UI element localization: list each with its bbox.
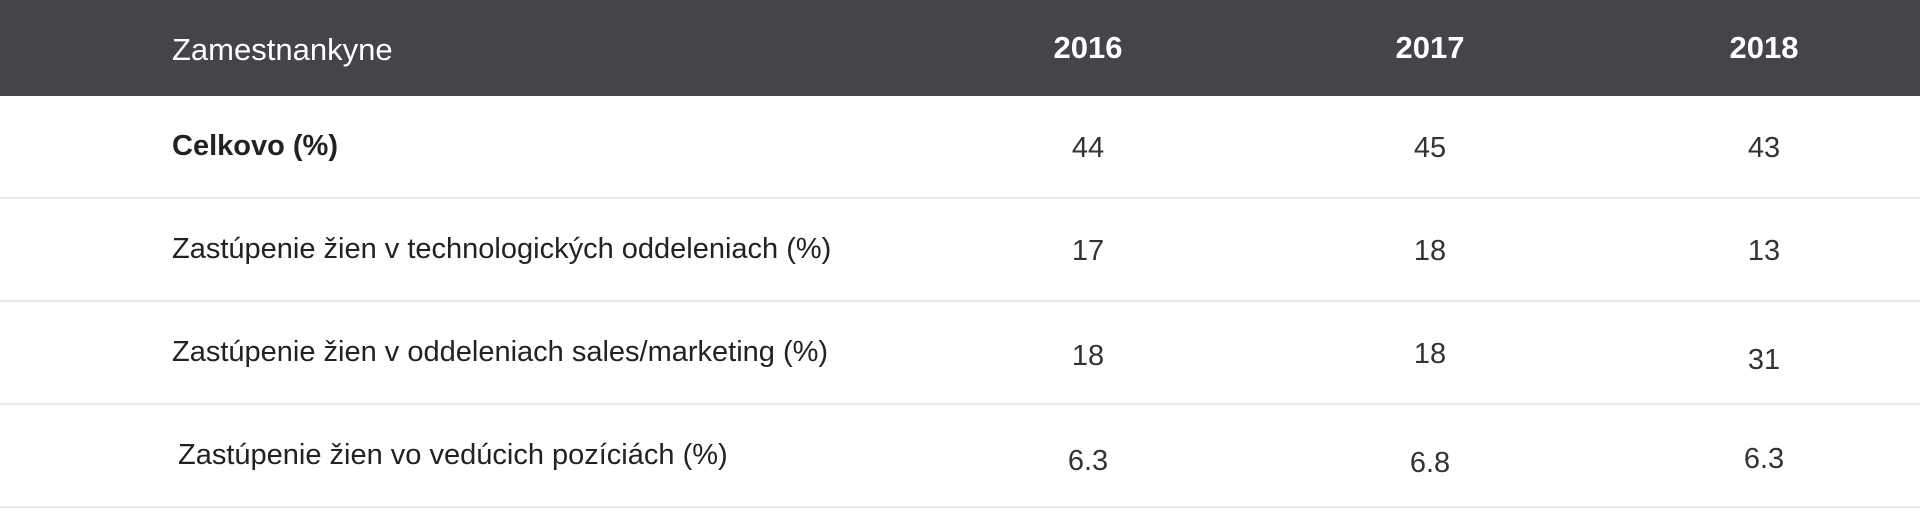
header-year-2018: 2018	[1729, 30, 1799, 65]
row-label-sales-marketing: Zastúpenie žien v oddeleniach sales/mark…	[172, 336, 829, 368]
row-value-2017: 6.8	[1409, 447, 1451, 479]
row-value-2016: 44	[1071, 132, 1105, 164]
row-value-2017: 18	[1413, 235, 1447, 267]
row-value-2018: 31	[1747, 344, 1781, 376]
table-row: Zastúpenie žien vo vedúcich pozíciách (%…	[0, 405, 1920, 508]
table-row: Zastúpenie žien v technologických oddele…	[0, 199, 1920, 302]
table-row: Zastúpenie žien v oddeleniach sales/mark…	[0, 302, 1920, 405]
row-value-2016: 17	[1071, 235, 1105, 267]
header-year-2016: 2016	[1053, 30, 1123, 65]
row-value-2018: 43	[1747, 132, 1781, 164]
row-value-2017: 18	[1413, 338, 1447, 370]
row-value-2018: 13	[1747, 235, 1781, 267]
row-label-tech: Zastúpenie žien v technologických oddele…	[172, 233, 832, 265]
row-value-2016: 6.3	[1067, 445, 1109, 477]
header-label: Zamestnankyne	[172, 32, 393, 67]
row-value-2018: 6.3	[1743, 443, 1785, 475]
table-header: Zamestnankyne 2016 2017 2018	[0, 0, 1920, 96]
row-label-leadership: Zastúpenie žien vo vedúcich pozíciách (%…	[178, 439, 728, 471]
row-value-2017: 45	[1413, 132, 1447, 164]
row-label-total: Celkovo (%)	[172, 130, 338, 162]
row-value-2016: 18	[1071, 340, 1105, 372]
header-year-2017: 2017	[1395, 30, 1465, 65]
table-row: Celkovo (%) 44 45 43	[0, 96, 1920, 199]
